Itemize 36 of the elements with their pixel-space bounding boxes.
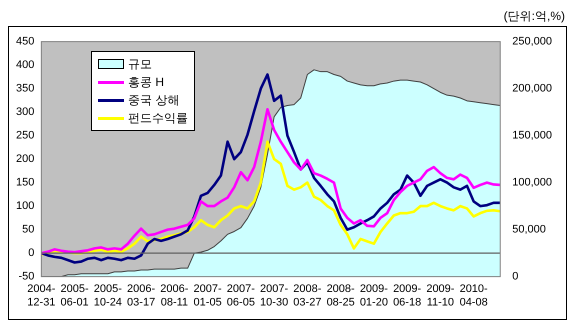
y2-tick-label: 250,000 <box>512 36 552 48</box>
y-tick-label: 0 <box>28 247 34 260</box>
x-tick-label: 2007-01-05 <box>194 283 222 308</box>
x-tick-label: 2007-10-30 <box>260 283 289 308</box>
y2-tick-label: 150,000 <box>512 130 552 142</box>
y-tick-label: 400 <box>16 59 34 72</box>
y2-tick-label: 100,000 <box>512 176 552 189</box>
legend-label: 규모 <box>128 56 152 73</box>
x-tick-label: 2005-06-01 <box>60 283 90 308</box>
y-tick-label: 100 <box>16 200 34 212</box>
x-tick-label: 2009-11-10 <box>426 283 455 308</box>
x-tick-label: 2005-10-24 <box>94 283 122 308</box>
x-tick-label: 2007-06-05 <box>226 283 256 308</box>
y-tick-label: 50 <box>22 224 34 236</box>
legend-label: 펀드수익률 <box>128 110 188 127</box>
y2-tick-label: 0 <box>512 270 518 283</box>
y-tick-label: 200 <box>16 153 34 166</box>
x-tick-label: 2008-08-25 <box>326 283 356 308</box>
text: (단위:억,%) <box>502 8 566 25</box>
y-tick-label: -50 <box>18 270 34 283</box>
y2-tick-label: 50,000 <box>512 224 546 236</box>
x-tick-label: 2009-01-20 <box>360 283 388 308</box>
x-tick-label: 2009-06-18 <box>393 283 422 308</box>
y-tick-label: 150 <box>16 176 34 189</box>
x-tick-label: 2010-04-08 <box>460 283 488 308</box>
x-tick-label: 2004-12-31 <box>27 283 56 308</box>
y2-tick-label: 200,000 <box>512 82 552 95</box>
y-tick-label: 450 <box>16 36 34 48</box>
x-tick-label: 2006-08-11 <box>160 283 189 308</box>
y-tick-label: 300 <box>16 106 34 118</box>
y-tick-label: 350 <box>16 82 34 95</box>
x-tick-label: 2006-03-17 <box>127 283 156 308</box>
x-tick-label: 2008-03-27 <box>293 283 322 308</box>
legend-label: 홍콩 H <box>128 74 164 91</box>
y-tick-label: 250 <box>16 130 34 142</box>
legend-label: 중국 상해 <box>128 92 180 109</box>
